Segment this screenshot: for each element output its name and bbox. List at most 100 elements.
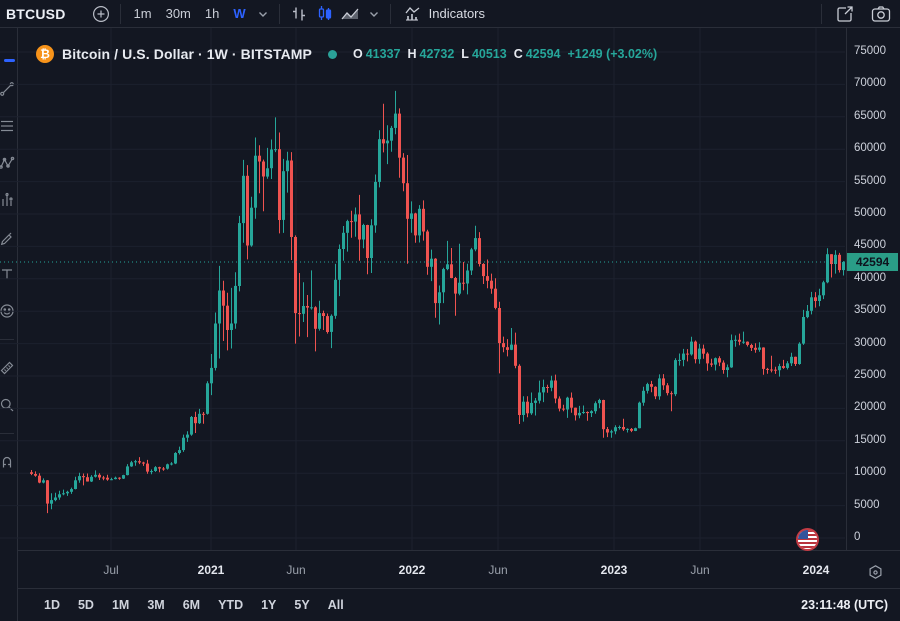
candle-body [202, 413, 205, 415]
candle-body [646, 384, 649, 391]
candle-body [50, 500, 53, 504]
screenshot-button[interactable] [862, 2, 900, 26]
candle-body [162, 468, 165, 470]
range-button-ytd[interactable]: YTD [218, 598, 244, 612]
clock-utc[interactable]: 23:11:48 (UTC) [801, 598, 888, 612]
candle-body [418, 208, 421, 236]
candle-body [306, 306, 309, 308]
range-button-1m[interactable]: 1M [111, 598, 130, 612]
bars-style-button[interactable] [286, 2, 312, 26]
brush-tool-button[interactable] [0, 228, 16, 246]
candle-body [230, 323, 233, 330]
timeframe-30m[interactable]: 30m [165, 6, 191, 21]
axis-settings-area[interactable] [850, 557, 900, 588]
candle-body [430, 258, 433, 267]
candle-body [502, 343, 505, 348]
sidebar-divider [0, 339, 14, 340]
area-style-icon [341, 8, 359, 19]
candle-body [410, 213, 413, 219]
candle-body [54, 497, 57, 501]
magnet-tool-button[interactable] [0, 453, 16, 471]
candlestick-chart[interactable] [0, 28, 846, 588]
candle-body [394, 113, 397, 128]
candle-body [142, 462, 145, 464]
candle-body [658, 378, 661, 397]
symbol-name[interactable]: BTCUSD [6, 5, 66, 22]
candle-body [290, 160, 293, 237]
toolbar-separator [119, 3, 121, 24]
candle-body [750, 345, 753, 348]
candle-body [166, 464, 169, 469]
range-button-6m[interactable]: 6M [182, 598, 201, 612]
price-axis[interactable]: 75000 70000 65000 60000 55000 50000 45000 40000… [846, 28, 900, 550]
candle-body [82, 476, 85, 478]
range-button-5d[interactable]: 5D [77, 598, 94, 612]
close-value: 42594 [525, 47, 561, 61]
candle-body [550, 380, 553, 388]
low-label: L [461, 47, 469, 61]
candle-body [546, 387, 549, 388]
low-value: 40513 [471, 47, 507, 61]
candle-body [322, 313, 325, 316]
candle-body [622, 427, 625, 430]
candle-body [358, 214, 361, 240]
price-tick-label: 30000 [854, 336, 886, 349]
timeframe-1m[interactable]: 1m [133, 6, 152, 21]
chart-style-menu-button[interactable] [364, 8, 384, 20]
range-button-1d[interactable]: 1D [44, 598, 60, 612]
candle-body [434, 258, 437, 304]
candle-body [478, 238, 481, 264]
range-button-all[interactable]: All [327, 598, 344, 612]
brush-icon [0, 232, 12, 245]
xabcd-pattern-tool-button[interactable] [0, 154, 16, 172]
candle-body [398, 113, 401, 158]
market-status-dot-icon[interactable] [328, 49, 337, 59]
candle-body [302, 306, 305, 314]
candle-body [90, 476, 93, 482]
candle-body [754, 347, 757, 350]
timeframe-1w-active[interactable]: W [233, 6, 246, 21]
price-tick-label: 65000 [854, 109, 886, 122]
candle-body [718, 358, 721, 363]
candle-body [226, 305, 229, 330]
candles-style-button[interactable] [312, 2, 338, 26]
price-tick-label: 60000 [854, 142, 886, 155]
range-button-1y[interactable]: 1Y [261, 598, 277, 612]
compare-add-symbol-button[interactable] [88, 2, 114, 26]
range-button-3m[interactable]: 3M [147, 598, 165, 612]
candle-body [174, 453, 177, 464]
chevron-down-icon [369, 11, 378, 17]
timeframe-1h[interactable]: 1h [204, 6, 220, 21]
candle-body [118, 477, 121, 479]
candle-body [350, 221, 353, 223]
candle-body [386, 140, 389, 144]
candle-body [678, 359, 681, 361]
publish-share-button[interactable] [828, 2, 862, 26]
legend-title[interactable]: Bitcoin / U.S. Dollar · 1W · BITSTAMP [62, 46, 312, 62]
indicators-button[interactable]: Indicators [397, 5, 491, 23]
candle-body [566, 397, 569, 410]
price-tick-label: 50000 [854, 207, 886, 219]
time-tick-month: Jun [690, 563, 710, 577]
forecast-bars-tool-button[interactable] [0, 191, 16, 209]
candle-body [346, 221, 349, 233]
top-toolbar: BTCUSD 1m 30m 1h W [0, 0, 900, 28]
candle-body [734, 339, 737, 341]
fib-lines-tool-button[interactable] [0, 117, 16, 135]
ruler-tool-button[interactable] [0, 359, 16, 377]
candle-body [746, 341, 749, 345]
candle-body [450, 264, 453, 278]
area-style-button[interactable] [338, 2, 364, 26]
candle-body [498, 308, 501, 344]
text-tool-button[interactable] [0, 265, 16, 283]
time-axis[interactable]: Jul 2021 Jun 2022 Jun 2023 Jun 2024 [18, 550, 900, 588]
timeframe-menu-button[interactable] [253, 8, 273, 20]
candle-body [638, 402, 641, 429]
candle-body [210, 367, 213, 384]
market-country-flag-icon[interactable] [796, 528, 819, 551]
candles-style-icon [318, 5, 331, 20]
range-button-5y[interactable]: 5Y [294, 598, 310, 612]
time-tick-year: 2021 [197, 563, 225, 577]
candle-body [98, 474, 101, 478]
candle-body [582, 412, 585, 413]
